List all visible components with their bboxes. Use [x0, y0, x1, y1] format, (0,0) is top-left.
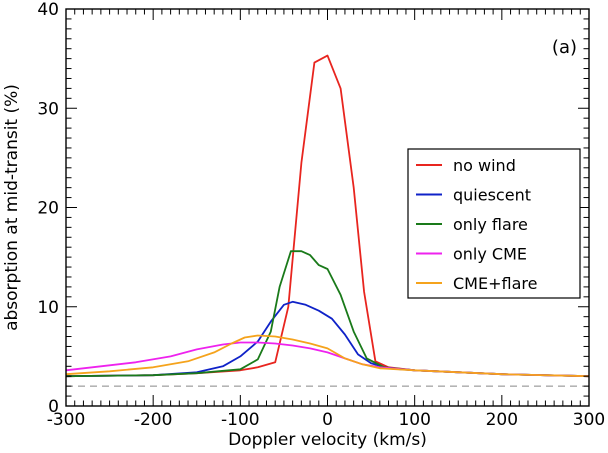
x-tick-label: 300	[573, 410, 605, 430]
x-tick-label: 0	[322, 410, 333, 430]
plot-frame	[65, 8, 590, 407]
x-tick-label: -200	[134, 410, 173, 430]
x-tick-label: -300	[47, 410, 86, 430]
x-tick-label: 200	[486, 410, 518, 430]
legend-label-only-flare: only flare	[453, 215, 528, 234]
tick-layer	[65, 8, 590, 407]
legend-label-no-wind: no wind	[453, 156, 516, 175]
legend-items: no wind quiescent only flare only CME CME+fl…	[416, 156, 537, 293]
legend: no wind quiescent only flare only CME CME+fl…	[407, 148, 581, 299]
legend-label-quiescent: quiescent	[453, 186, 531, 205]
y-tick-label: 20	[37, 199, 59, 219]
y-axis-title: absorption at mid-transit (%)	[2, 84, 22, 331]
series-line-cme-flare	[65, 334, 590, 378]
y-tick-label: 30	[37, 99, 59, 119]
y-tick-label: 40	[37, 0, 59, 20]
series-line-quiescent	[65, 300, 590, 378]
x-tick-label: 100	[398, 410, 430, 430]
x-axis-title: Doppler velocity (km/s)	[228, 430, 427, 450]
tick-label-layer: -300 -200 -100 0 100 200 300 0 10 20 30 40	[37, 0, 605, 430]
legend-label-cme-flare: CME+flare	[453, 274, 537, 293]
y-tick-label: 0	[48, 397, 59, 417]
series-layer	[65, 54, 590, 378]
panel-label: (a)	[552, 37, 577, 58]
x-tick-label: -100	[221, 410, 260, 430]
legend-label-only-cme: only CME	[453, 245, 527, 264]
y-tick-label: 10	[37, 298, 59, 318]
